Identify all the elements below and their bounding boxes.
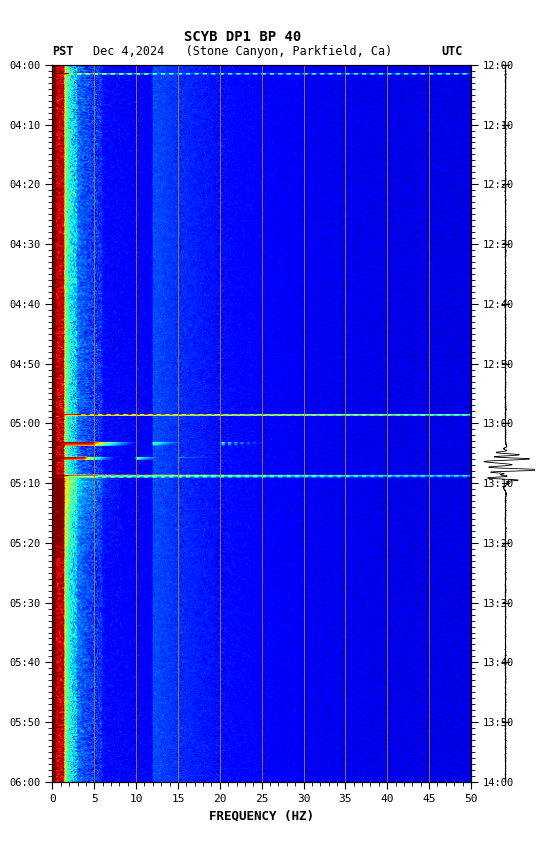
X-axis label: FREQUENCY (HZ): FREQUENCY (HZ) — [209, 810, 314, 823]
Text: SCYB DP1 BP 40: SCYB DP1 BP 40 — [184, 30, 301, 44]
Text: UTC: UTC — [442, 45, 463, 58]
Text: Dec 4,2024   (Stone Canyon, Parkfield, Ca): Dec 4,2024 (Stone Canyon, Parkfield, Ca) — [93, 45, 392, 58]
Text: PST: PST — [52, 45, 74, 58]
